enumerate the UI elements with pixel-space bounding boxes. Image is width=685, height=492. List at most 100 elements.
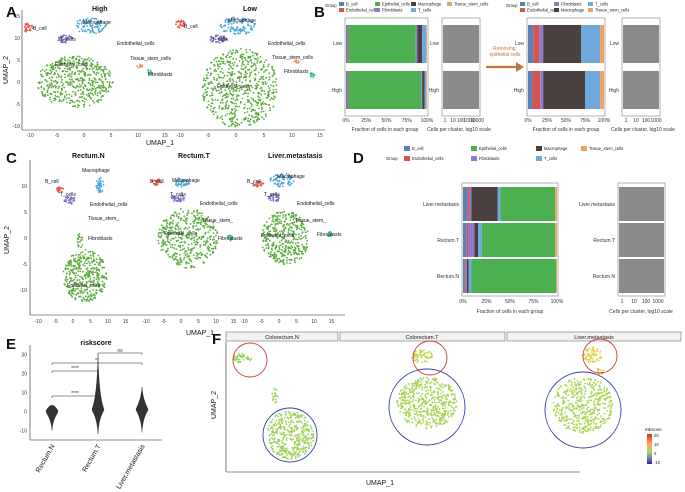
c1-epithelial-point (74, 257, 76, 260)
c3-epithelial-point (281, 211, 284, 214)
f1-tail (271, 387, 279, 404)
b-legend-left-swatch-3 (375, 8, 380, 12)
f2-main-point (439, 384, 442, 387)
a-low-epithelial-point (235, 90, 238, 93)
f3-main-point (571, 429, 574, 432)
c3-epithelial-point (289, 226, 292, 229)
a-high-epithelial-point (71, 62, 74, 65)
a-high-macrophage-point (82, 18, 85, 21)
a-high-epithelial-point (80, 93, 82, 95)
b-legend-left-swatch-6 (447, 2, 452, 6)
a-high-epithelial-point (78, 55, 81, 58)
c2-epithelial-point (212, 232, 215, 235)
c2-epithelial-point (196, 241, 199, 244)
c1-epithelial-point (90, 271, 93, 274)
a-low-epithelial-point (267, 92, 270, 94)
a-high-fibro (147, 69, 154, 76)
c2-epithelial-point (185, 236, 188, 239)
f1-main-point (274, 422, 277, 425)
c3-epithelial-point (287, 247, 290, 250)
a-low-epithelial-point (249, 49, 252, 51)
c2-epithelial-point (167, 247, 169, 250)
a-low-epithelial-point (241, 61, 244, 64)
c3-macrophage-point (292, 180, 295, 183)
c2-macrophage-point (175, 182, 178, 185)
a-low-epithelial-point (236, 118, 239, 121)
c1-epithelial-point (65, 272, 68, 275)
f2-main-point (440, 386, 443, 389)
c3-epithelial-point (276, 220, 279, 223)
a-low-epithelial-point (261, 106, 263, 109)
a-high-tcells-point (63, 41, 65, 44)
f3-main-point (570, 418, 573, 420)
f3-main-point (583, 385, 586, 388)
a-low-epithelial-point (272, 89, 275, 91)
c2-epithelial-point (176, 253, 179, 255)
c1-epithelial-point (74, 267, 76, 270)
c1-epithelial-point (78, 295, 80, 298)
c2-epithelial-point (168, 229, 171, 232)
a-high-epithelial-point (83, 103, 86, 106)
f2-main-point (426, 421, 429, 424)
c3-epithelial-point (280, 220, 283, 223)
f2-main-point (416, 421, 419, 424)
f2-main-point (412, 396, 415, 399)
a-low-epithelial-point (217, 67, 220, 70)
f2-main-point (404, 408, 407, 411)
f3-main-point (580, 391, 583, 394)
f1-main-point (308, 443, 310, 446)
f3-main-point (575, 417, 578, 420)
c2-epithelial-point (177, 226, 180, 229)
a-high-epithelial-point (93, 101, 96, 104)
c1-epithelial-point (101, 266, 104, 269)
f1-main-point (302, 445, 305, 448)
d-frac-tick-4: 100% (551, 299, 564, 305)
c2-epithelial-point (207, 231, 210, 234)
a-high-label-bcell: B_cell (33, 26, 47, 32)
f2-main-point (442, 391, 444, 393)
f2-main-point (413, 388, 416, 391)
a-xtick2-0: -10 (176, 133, 183, 139)
panel-a-ylabel: UMAP_2 (3, 56, 10, 84)
c2-tcells-point (177, 195, 180, 198)
f3-main-point (563, 397, 565, 400)
f1-main-point (307, 430, 310, 433)
f1-top-point (250, 357, 253, 360)
a-high-epithelial-point (40, 74, 43, 76)
c2-epithelial-point (160, 249, 163, 252)
f3-main-point (603, 402, 606, 405)
d-row-label2-2: Rectum.N (593, 274, 616, 280)
c2-epithelial-point (178, 212, 181, 215)
f3-main-point (598, 399, 601, 402)
c2-epithelial-point (167, 253, 170, 256)
c3-tcells-point (275, 199, 277, 202)
a-low-macrophage (219, 16, 256, 36)
f1-main-point (300, 426, 303, 429)
c3-epithelial-point (275, 229, 278, 232)
c2-epithelial-point (204, 220, 206, 223)
a-low-epithelial-point (263, 61, 266, 64)
a-high-bcell-point (28, 26, 30, 29)
c3-epithelial-point (296, 227, 299, 229)
a-high-epithelial-point (97, 99, 100, 101)
f2-main-point (415, 410, 418, 413)
a-low-epithelial-point (242, 53, 245, 56)
c1-epithelial-point (90, 293, 92, 296)
c1-epithelial-point (92, 271, 95, 274)
f3-main-point (595, 423, 597, 426)
a-low-epithelial-point (271, 97, 274, 100)
f2-main-point (439, 399, 442, 402)
f2-main-point (430, 391, 433, 394)
f3-main-point (577, 387, 580, 390)
a-low-epithelial-point (223, 74, 226, 77)
a-low-tcells-point (217, 34, 219, 37)
a-low-epithelial-point (239, 47, 242, 50)
b-legend-right-swatch-5 (588, 8, 593, 12)
a-high-epithelial-point (57, 60, 60, 63)
a-high-tcells-point (64, 41, 67, 44)
c2-bcell-point (151, 179, 154, 182)
a-low-epithelial-point (225, 56, 228, 59)
f1-main-point (306, 441, 309, 443)
c1-epithelial-point (77, 270, 80, 273)
f2-main-point (413, 417, 416, 420)
